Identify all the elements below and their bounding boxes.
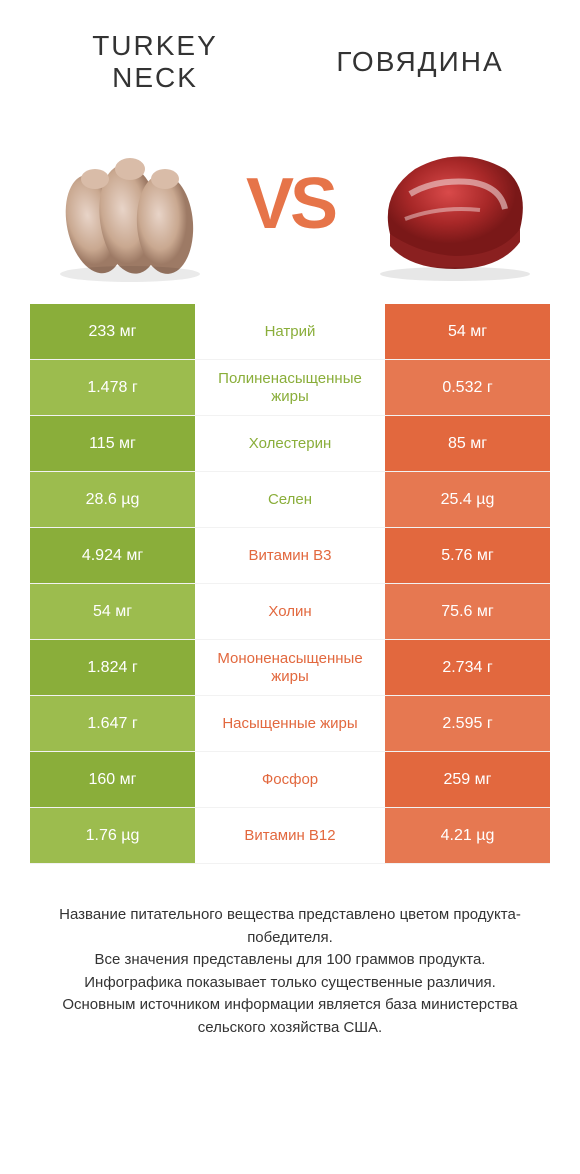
right-value: 4.21 µg: [385, 808, 550, 863]
left-value: 1.647 г: [30, 696, 195, 751]
left-value: 1.824 г: [30, 640, 195, 695]
table-row: 1.478 гПолиненасыщенные жиры0.532 г: [30, 360, 550, 416]
footer-line-4: Основным источником информации является …: [30, 994, 550, 1039]
footer-notes: Название питательного вещества представл…: [0, 864, 580, 1039]
table-row: 54 мгХолин75.6 мг: [30, 584, 550, 640]
nutrient-label: Холин: [195, 584, 385, 639]
image-row: VS: [0, 104, 580, 304]
right-value: 54 мг: [385, 304, 550, 359]
nutrient-label: Мононенасыщенные жиры: [195, 640, 385, 695]
left-title-line2: NECK: [112, 62, 198, 93]
right-value: 259 мг: [385, 752, 550, 807]
footer-line-2: Все значения представлены для 100 граммо…: [30, 949, 550, 972]
nutrient-label: Фосфор: [195, 752, 385, 807]
right-value: 85 мг: [385, 416, 550, 471]
header-row: TURKEY NECK ГОВЯДИНА: [0, 0, 580, 104]
left-value: 115 мг: [30, 416, 195, 471]
table-row: 1.824 гМононенасыщенные жиры2.734 г: [30, 640, 550, 696]
nutrient-label: Холестерин: [195, 416, 385, 471]
comparison-table: 233 мгНатрий54 мг1.478 гПолиненасыщенные…: [0, 304, 580, 864]
left-value: 160 мг: [30, 752, 195, 807]
right-value: 2.734 г: [385, 640, 550, 695]
table-row: 4.924 мгВитамин B35.76 мг: [30, 528, 550, 584]
turkey-neck-image: [40, 124, 220, 284]
right-value: 0.532 г: [385, 360, 550, 415]
beef-image: [360, 124, 540, 284]
nutrient-label: Витамин B3: [195, 528, 385, 583]
left-value: 54 мг: [30, 584, 195, 639]
right-product-title: ГОВЯДИНА: [310, 46, 530, 78]
nutrient-label: Насыщенные жиры: [195, 696, 385, 751]
left-value: 1.478 г: [30, 360, 195, 415]
right-value: 25.4 µg: [385, 472, 550, 527]
nutrient-label: Натрий: [195, 304, 385, 359]
left-value: 4.924 мг: [30, 528, 195, 583]
right-value: 2.595 г: [385, 696, 550, 751]
footer-line-3: Инфографика показывает только существенн…: [30, 972, 550, 995]
right-value: 75.6 мг: [385, 584, 550, 639]
table-row: 1.76 µgВитамин B124.21 µg: [30, 808, 550, 864]
table-row: 160 мгФосфор259 мг: [30, 752, 550, 808]
table-row: 233 мгНатрий54 мг: [30, 304, 550, 360]
table-row: 1.647 гНасыщенные жиры2.595 г: [30, 696, 550, 752]
nutrient-label: Витамин B12: [195, 808, 385, 863]
nutrient-label: Селен: [195, 472, 385, 527]
footer-line-1: Название питательного вещества представл…: [30, 904, 550, 949]
right-value: 5.76 мг: [385, 528, 550, 583]
table-row: 28.6 µgСелен25.4 µg: [30, 472, 550, 528]
table-row: 115 мгХолестерин85 мг: [30, 416, 550, 472]
left-value: 233 мг: [30, 304, 195, 359]
vs-text: VS: [246, 163, 334, 245]
nutrient-label: Полиненасыщенные жиры: [195, 360, 385, 415]
left-product-title: TURKEY NECK: [50, 30, 260, 94]
left-value: 28.6 µg: [30, 472, 195, 527]
left-title-line1: TURKEY: [92, 30, 218, 61]
left-value: 1.76 µg: [30, 808, 195, 863]
